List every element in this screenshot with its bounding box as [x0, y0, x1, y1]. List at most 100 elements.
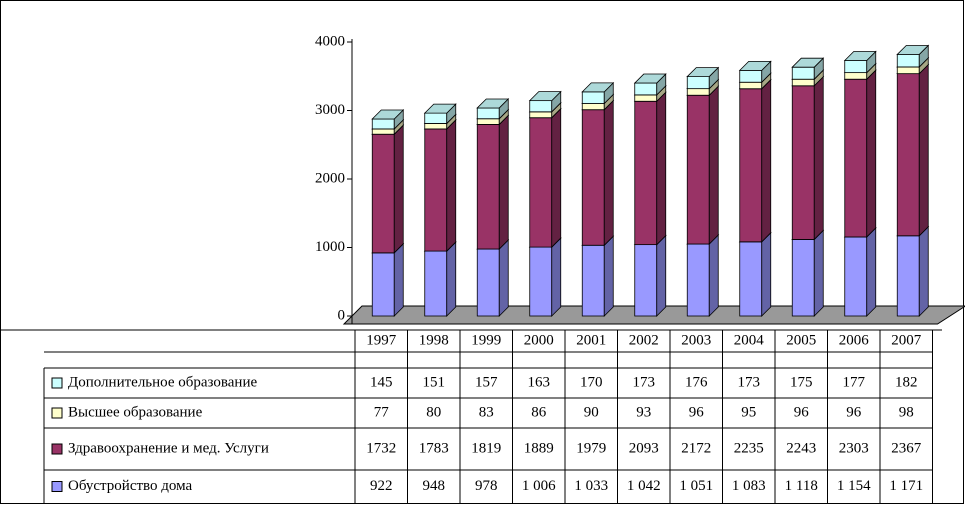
- table-value: 96: [846, 404, 862, 420]
- table-value: 86: [531, 404, 547, 420]
- bar-side: [761, 231, 772, 317]
- bar-top: [528, 91, 562, 102]
- bar: [844, 60, 868, 74]
- table-value: 1 033: [574, 478, 608, 494]
- bar-top: [686, 67, 720, 77]
- bar-top: [423, 103, 457, 114]
- table-value: 2243: [786, 440, 816, 456]
- bar-side: [603, 99, 614, 247]
- bar-side: [813, 75, 824, 241]
- table-value: 173: [738, 374, 761, 390]
- legend-swatch: [51, 481, 63, 492]
- bar: [686, 76, 710, 90]
- x-tick-label: 1997: [366, 332, 397, 348]
- legend-label: Высшее образование: [68, 404, 203, 420]
- bar-side: [866, 226, 877, 317]
- x-tick-label: 2004: [734, 332, 765, 348]
- bar: [529, 246, 553, 317]
- bar-top: [371, 109, 405, 120]
- bar: [476, 124, 500, 250]
- table-value: 151: [423, 374, 446, 390]
- y-tick-label: 4000: [315, 33, 345, 49]
- legend-swatch: [51, 377, 63, 389]
- bar: [529, 111, 553, 119]
- bar: [844, 236, 868, 317]
- bar: [686, 94, 710, 245]
- table-value: 1889: [524, 440, 554, 456]
- bar: [371, 252, 395, 317]
- bar-side: [498, 239, 509, 317]
- bar: [739, 88, 763, 243]
- bar: [529, 117, 553, 248]
- table-value: 1 083: [732, 478, 766, 494]
- legend-label: Обустройство дома: [68, 478, 192, 494]
- x-tick-label: 2002: [629, 332, 659, 348]
- table-value: 93: [636, 404, 651, 420]
- table-value: 2367: [891, 440, 922, 456]
- legend-swatch: [51, 443, 63, 455]
- bar: [791, 78, 815, 87]
- table-value: 96: [794, 404, 810, 420]
- bar-side: [708, 234, 719, 317]
- bar-side: [393, 242, 404, 317]
- table-value: 1 042: [627, 478, 661, 494]
- bar: [791, 66, 815, 80]
- bar: [581, 244, 605, 317]
- table-value: 1783: [419, 440, 449, 456]
- bar: [844, 72, 868, 80]
- bar-side: [918, 225, 929, 317]
- table-value: 2172: [681, 440, 711, 456]
- x-tick-label: 2000: [524, 332, 554, 348]
- bar-side: [761, 78, 772, 243]
- legend-label: Здравоохранение и мед. Услуги: [68, 440, 269, 456]
- legend-label: Дополнительное образование: [68, 374, 257, 390]
- bar-side: [656, 234, 667, 317]
- bar-top: [738, 60, 772, 71]
- y-tick-label: 2000: [315, 170, 345, 186]
- bar: [739, 81, 763, 90]
- table-value: 170: [580, 374, 603, 390]
- x-tick-label: 1998: [419, 332, 449, 348]
- bar: [896, 73, 920, 237]
- bar: [634, 94, 658, 102]
- bar-top: [843, 51, 877, 61]
- table-value: 177: [843, 374, 866, 390]
- bar-side: [918, 63, 929, 237]
- bar: [791, 239, 815, 317]
- bar: [634, 82, 658, 96]
- y-tick-label: 0: [338, 307, 346, 323]
- table-value: 175: [790, 374, 813, 390]
- x-tick-label: 1999: [471, 332, 501, 348]
- bar: [791, 85, 815, 240]
- table-value: 2235: [734, 440, 764, 456]
- table-value: 1 051: [679, 478, 713, 494]
- bar: [476, 107, 500, 120]
- bar-top: [896, 45, 930, 55]
- bar: [634, 244, 658, 317]
- bar: [424, 250, 448, 317]
- table-value: 1 118: [785, 478, 818, 494]
- table-value: 1819: [471, 440, 501, 456]
- bar-side: [393, 124, 404, 254]
- bar-top: [476, 98, 510, 109]
- table-value: 90: [584, 404, 599, 420]
- bar: [896, 54, 920, 68]
- table-value: 922: [370, 478, 393, 494]
- table-value: 145: [370, 374, 393, 390]
- bar: [739, 69, 763, 83]
- bar: [476, 118, 500, 125]
- x-tick-label: 2007: [891, 332, 922, 348]
- bar-top: [581, 82, 615, 93]
- y-tick-label: 3000: [315, 102, 345, 118]
- bar: [896, 66, 920, 75]
- bar-side: [813, 229, 824, 317]
- bar: [371, 118, 395, 130]
- bar: [896, 235, 920, 317]
- x-tick-label: 2006: [839, 332, 870, 348]
- table-value: 98: [899, 404, 914, 420]
- table-value: 157: [475, 374, 498, 390]
- table-value: 978: [475, 478, 498, 494]
- x-tick-label: 2005: [786, 332, 816, 348]
- table-value: 1979: [576, 440, 606, 456]
- bar-side: [603, 235, 614, 317]
